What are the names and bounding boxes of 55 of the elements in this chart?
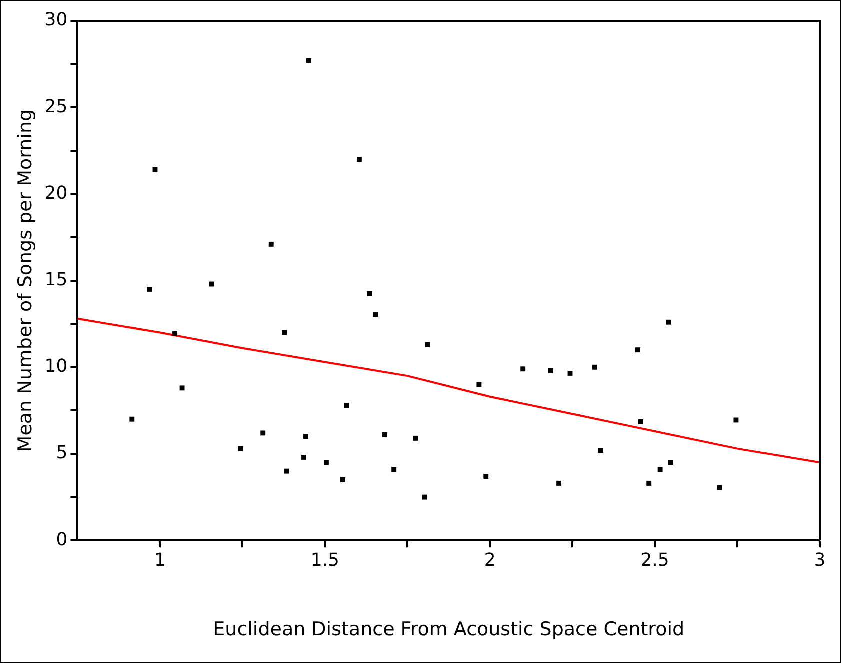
point — [598, 448, 604, 454]
point — [734, 418, 739, 423]
x-tick-label: 2.5 — [640, 550, 670, 572]
point — [284, 468, 290, 474]
y-tick-label: 0 — [56, 529, 68, 550]
y-tick-label: 30 — [44, 10, 68, 31]
x-axis-title: Euclidean Distance From Acoustic Space Centroid — [213, 618, 685, 641]
point — [425, 342, 430, 348]
point — [592, 364, 598, 370]
point — [666, 320, 672, 325]
point — [306, 58, 312, 64]
point — [568, 370, 573, 376]
point — [367, 291, 372, 296]
point — [356, 157, 362, 162]
point — [635, 348, 640, 353]
y-tick-label: 20 — [44, 182, 68, 204]
point — [340, 478, 346, 482]
point — [130, 416, 135, 422]
point — [304, 434, 308, 440]
point — [210, 282, 214, 287]
point — [484, 474, 489, 479]
y-tick-label: 15 — [44, 269, 68, 290]
point — [476, 382, 482, 388]
x-tick-label: 3 — [814, 550, 826, 572]
point — [152, 167, 158, 172]
x-tick-label: 1 — [154, 550, 166, 572]
point — [646, 480, 652, 486]
x-tick-label: 2 — [484, 550, 496, 572]
point — [382, 432, 388, 438]
point — [147, 286, 152, 292]
point — [172, 331, 178, 336]
y-axis-title: Mean Number of Songs per Morning — [14, 109, 36, 452]
y-tick-label: 25 — [44, 96, 68, 118]
point — [638, 419, 644, 424]
point — [717, 485, 722, 490]
point — [392, 467, 397, 472]
point — [260, 430, 266, 436]
point — [413, 436, 418, 441]
point — [344, 403, 350, 408]
point — [520, 366, 526, 372]
point — [373, 312, 378, 318]
point — [302, 454, 306, 460]
point — [548, 368, 554, 374]
point — [668, 460, 674, 466]
x-tick-label: 1.5 — [310, 550, 340, 572]
point — [238, 446, 244, 452]
point — [180, 386, 185, 391]
point — [282, 330, 288, 336]
point — [324, 460, 329, 466]
y-tick-label: 10 — [44, 356, 68, 378]
point — [422, 494, 428, 500]
point — [658, 467, 663, 472]
point — [268, 242, 274, 247]
y-tick-label: 5 — [56, 442, 68, 464]
point — [556, 480, 562, 486]
